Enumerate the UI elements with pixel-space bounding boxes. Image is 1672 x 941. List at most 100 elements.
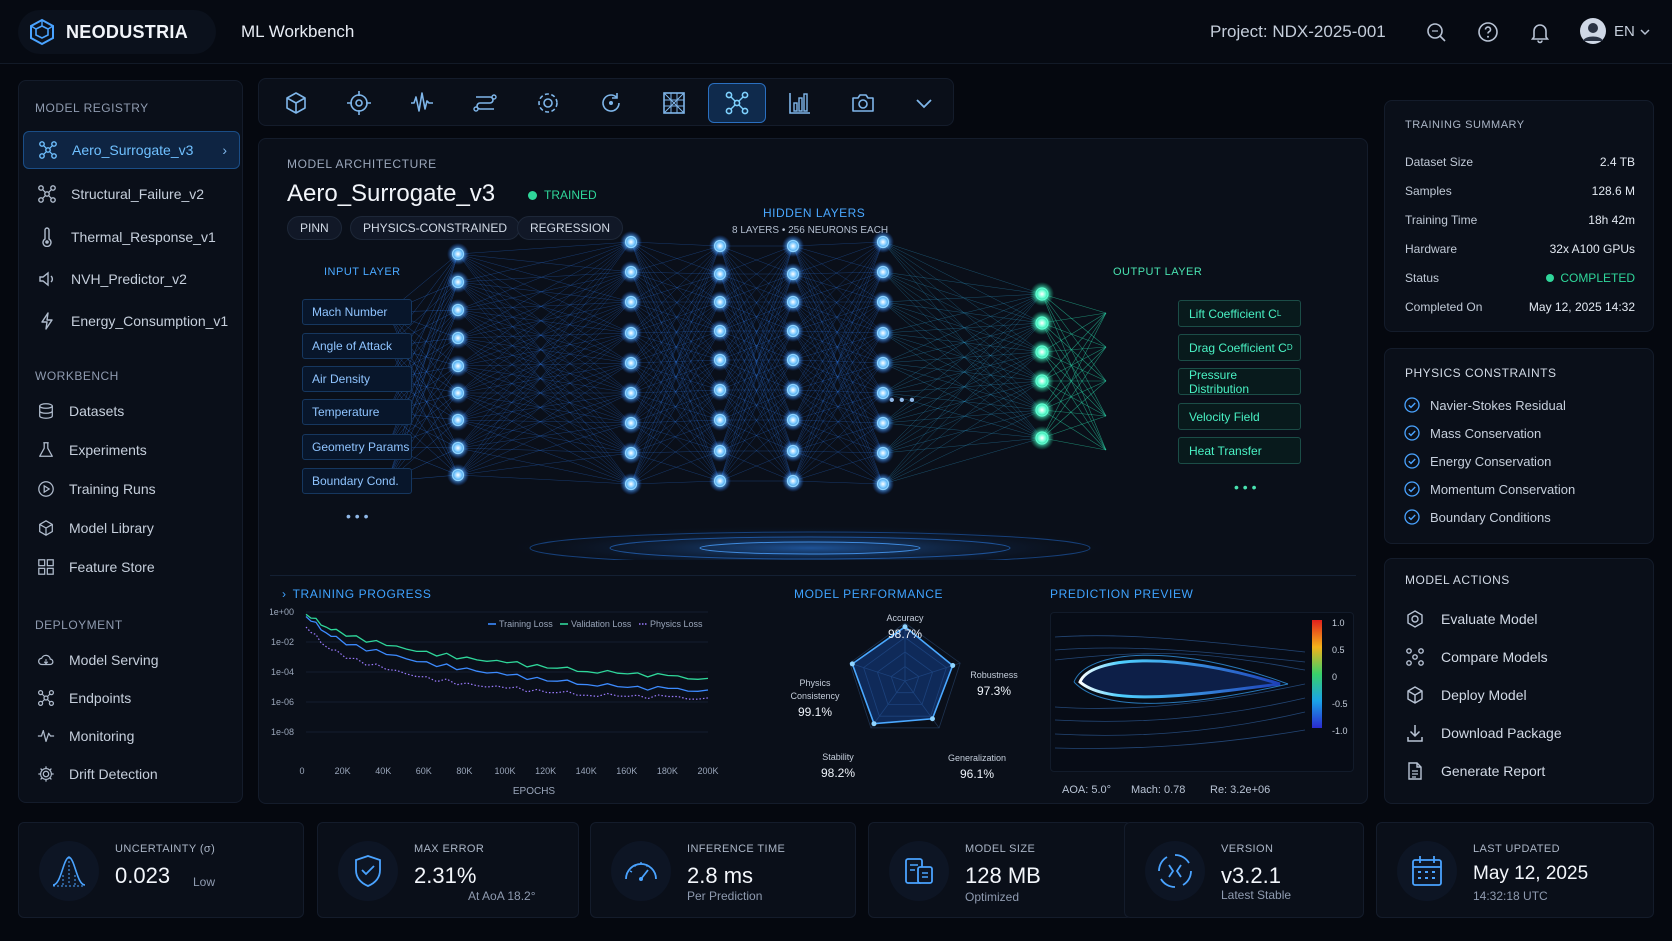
sidebar-item-aero-surrogate[interactable]: Aero_Surrogate_v3 › [23, 131, 240, 169]
report-icon [1408, 762, 1422, 780]
input-ellipsis: • • • [346, 508, 369, 524]
chevron-down-icon[interactable] [1640, 28, 1650, 36]
help-icon[interactable] [1476, 20, 1500, 44]
evaluate-icon [1407, 610, 1423, 628]
tool-more[interactable] [895, 83, 953, 123]
x-tick-label: 80K [456, 766, 472, 776]
tool-refresh[interactable] [582, 83, 640, 123]
cube-icon [286, 92, 306, 114]
tool-3d-model[interactable] [267, 83, 325, 123]
sidebar-item-label: Datasets [69, 403, 125, 419]
tool-camera[interactable] [834, 83, 892, 123]
sidebar-item-energy-consumption[interactable]: Energy_Consumption_v1 [23, 302, 240, 340]
evaluate-model-button[interactable]: Evaluate Model [1405, 609, 1538, 629]
model-performance-title: MODEL PERFORMANCE [794, 587, 944, 601]
check-circle-icon [1404, 397, 1420, 413]
x-tick-label: 200K [697, 766, 718, 776]
sidebar-item-experiments[interactable]: Experiments [23, 431, 240, 469]
hidden-neuron [782, 470, 804, 492]
hidden-neuron [447, 327, 469, 349]
stat-card-max-error: MAX ERROR 2.31% At AoA 18.2° [317, 822, 579, 918]
tool-settings[interactable] [519, 83, 577, 123]
y-tick-label: 1e+00 [270, 607, 294, 617]
hidden-neuron [709, 379, 731, 401]
input-node-boundary-cond[interactable]: Boundary Cond. [302, 468, 412, 494]
sidebar-item-model-serving[interactable]: Model Serving [23, 641, 240, 679]
sidebar-item-endpoints[interactable]: Endpoints [23, 679, 240, 717]
compare-models-button[interactable]: Compare Models [1405, 647, 1548, 667]
hidden-neuron [620, 412, 642, 434]
x-tick-label: 0 [299, 766, 304, 776]
icon-badge [611, 841, 671, 901]
stat-card-uncertainty: UNCERTAINTY (σ) 0.023 Low [18, 822, 304, 918]
input-node-angle-of-attack[interactable]: Angle of Attack [302, 333, 412, 359]
input-node-geometry-params[interactable]: Geometry Params [302, 434, 412, 460]
output-node-heat-transfer[interactable]: Heat Transfer [1178, 437, 1301, 464]
sidebar-item-structural-failure[interactable]: Structural_Failure_v2 [23, 175, 240, 213]
sidebar-item-thermal-response[interactable]: Thermal_Response_v1 [23, 218, 240, 256]
series-line-training-loss [305, 616, 709, 692]
hidden-neuron [709, 235, 731, 257]
tool-network[interactable] [708, 83, 766, 123]
shield-icon [355, 855, 381, 887]
tool-target[interactable] [330, 83, 388, 123]
sidebar-item-training-runs[interactable]: Training Runs [23, 470, 240, 508]
tool-bar-chart[interactable] [771, 83, 829, 123]
output-node-pressure-distribution[interactable]: Pressure Distribution [1178, 368, 1301, 396]
waveform-icon [411, 92, 433, 112]
stat-value: 0.023 [115, 863, 171, 888]
sidebar-item-model-library[interactable]: Model Library [23, 509, 240, 547]
output-subscript: D [1286, 343, 1293, 352]
tool-mesh[interactable] [645, 83, 703, 123]
search-icon[interactable] [1424, 20, 1448, 44]
constraint-mass-conservation[interactable]: Mass Conservation [1404, 425, 1541, 441]
download-package-button[interactable]: Download Package [1405, 723, 1562, 743]
training-summary-title: TRAINING SUMMARY [1405, 119, 1525, 131]
summary-row-training-time: Training Time 18h 42m [1405, 213, 1635, 227]
input-node-temperature[interactable]: Temperature [302, 399, 412, 425]
sidebar-item-datasets[interactable]: Datasets [23, 392, 240, 430]
stat-label: MODEL SIZE [965, 843, 1036, 855]
input-node-air-density[interactable]: Air Density [302, 366, 412, 392]
summary-key: Dataset Size [1405, 155, 1474, 169]
architecture-heading: MODEL ARCHITECTURE [287, 157, 437, 171]
y-tick-label: 1e-08 [271, 727, 294, 737]
action-label: Download Package [1441, 725, 1562, 741]
brand[interactable]: NEODUSTRIA [18, 10, 216, 54]
hidden-neuron [709, 409, 731, 431]
sidebar-item-nvh-predictor[interactable]: NVH_Predictor_v2 [23, 260, 240, 298]
avatar[interactable] [1579, 17, 1607, 45]
language-selector[interactable]: EN [1614, 23, 1635, 40]
sidebar-item-drift-detection[interactable]: Drift Detection [23, 755, 240, 793]
icon-badge [39, 841, 99, 901]
action-label: Deploy Model [1441, 687, 1527, 703]
project-selector[interactable]: Project: NDX-2025-001 [1210, 22, 1386, 41]
input-node-mach-number[interactable]: Mach Number [302, 299, 412, 325]
stat-value: v3.2.1 [1221, 863, 1281, 888]
bell-icon[interactable] [1528, 20, 1552, 44]
sidebar-item-monitoring[interactable]: Monitoring [23, 717, 240, 755]
output-node-velocity-field[interactable]: Velocity Field [1178, 403, 1301, 430]
generate-report-button[interactable]: Generate Report [1405, 761, 1545, 781]
hidden-neuron [447, 355, 469, 377]
lightning-icon [41, 312, 53, 330]
sidebar-item-feature-store[interactable]: Feature Store [23, 548, 240, 586]
constraint-energy-conservation[interactable]: Energy Conservation [1404, 453, 1551, 469]
sidebar-item-label: Endpoints [69, 690, 132, 706]
hidden-neuron [872, 231, 894, 253]
tool-pipeline[interactable] [456, 83, 514, 123]
tool-waveform[interactable] [393, 83, 451, 123]
output-neuron [1030, 311, 1054, 335]
constraint-navier-stokes-residual[interactable]: Navier-Stokes Residual [1404, 397, 1566, 413]
stat-sub: Low [193, 875, 216, 889]
tag-pinn[interactable]: PINN [287, 216, 342, 240]
tag-regression[interactable]: REGRESSION [517, 216, 624, 240]
constraint-momentum-conservation[interactable]: Momentum Conservation [1404, 481, 1575, 497]
summary-value: May 12, 2025 14:32 [1528, 300, 1635, 314]
hidden-neuron [872, 352, 894, 374]
model-actions-panel: MODEL ACTIONS Evaluate Model Compare Mod… [1384, 558, 1654, 804]
deploy-model-button[interactable]: Deploy Model [1405, 685, 1527, 705]
constraint-boundary-conditions[interactable]: Boundary Conditions [1404, 509, 1551, 525]
